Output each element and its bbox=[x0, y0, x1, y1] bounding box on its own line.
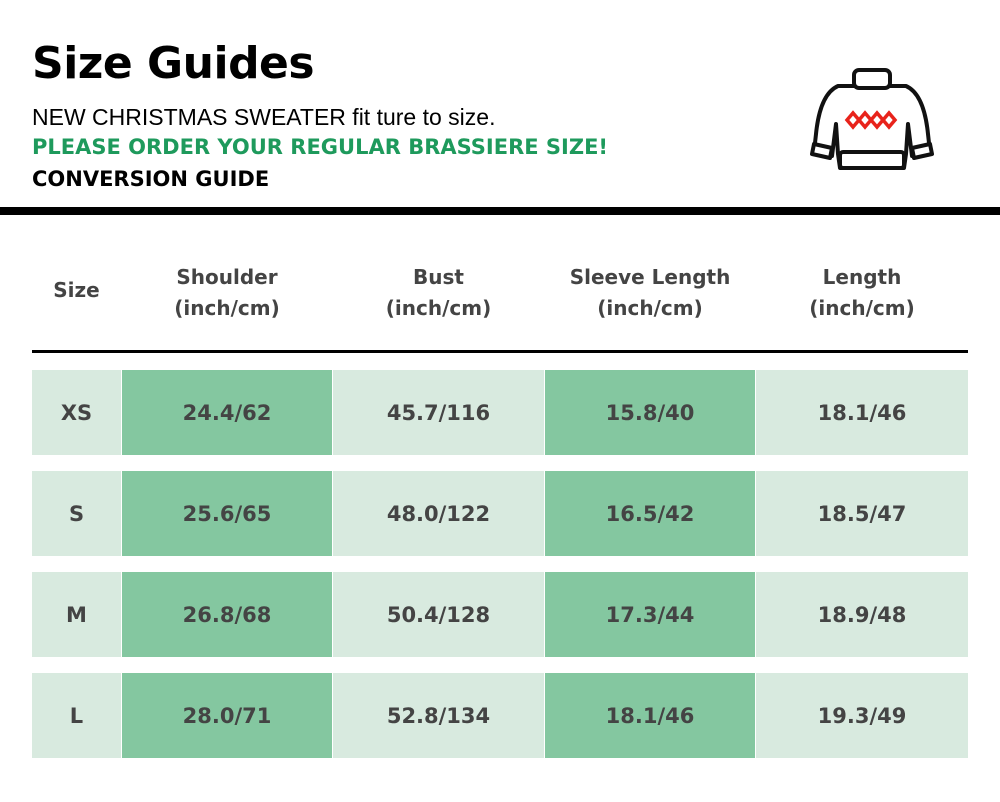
cell-size: S bbox=[32, 471, 121, 556]
column-header-shoulder: Shoulder (inch/cm) bbox=[122, 262, 332, 324]
section-heading: CONVERSION GUIDE bbox=[32, 167, 270, 191]
cell-bust: 52.8/134 bbox=[333, 673, 544, 758]
column-name: Shoulder bbox=[176, 265, 278, 289]
cell-size: M bbox=[32, 572, 121, 657]
column-name: Size bbox=[53, 278, 100, 302]
cell-bust: 45.7/116 bbox=[333, 370, 544, 455]
cell-length: 19.3/49 bbox=[756, 673, 968, 758]
cell-shoulder: 26.8/68 bbox=[122, 572, 332, 657]
column-header-size: Size bbox=[32, 275, 121, 306]
column-header-bust: Bust (inch/cm) bbox=[333, 262, 544, 324]
sweater-icon bbox=[810, 68, 934, 170]
divider-bar bbox=[0, 207, 1000, 215]
cell-length: 18.9/48 bbox=[756, 572, 968, 657]
cell-sleeve-length: 17.3/44 bbox=[545, 572, 755, 657]
notice: PLEASE ORDER YOUR REGULAR BRASSIERE SIZE… bbox=[32, 135, 609, 159]
cell-size: L bbox=[32, 673, 121, 758]
column-unit: (inch/cm) bbox=[385, 296, 492, 320]
subtitle: NEW CHRISTMAS SWEATER fit ture to size. bbox=[32, 104, 496, 130]
column-unit: (inch/cm) bbox=[174, 296, 280, 320]
cell-shoulder: 28.0/71 bbox=[122, 673, 332, 758]
column-name: Bust bbox=[413, 265, 464, 289]
cell-sleeve-length: 18.1/46 bbox=[545, 673, 755, 758]
page-title: Size Guides bbox=[32, 38, 315, 89]
column-unit: (inch/cm) bbox=[597, 296, 703, 320]
column-name: Sleeve Length bbox=[569, 265, 731, 289]
cell-length: 18.1/46 bbox=[756, 370, 968, 455]
column-unit: (inch/cm) bbox=[809, 296, 915, 320]
header-divider bbox=[32, 350, 968, 353]
cell-sleeve-length: 16.5/42 bbox=[545, 471, 755, 556]
column-header-sleeve-length: Sleeve Length (inch/cm) bbox=[545, 262, 755, 324]
column-header-length: Length (inch/cm) bbox=[756, 262, 968, 324]
cell-sleeve-length: 15.8/40 bbox=[545, 370, 755, 455]
cell-shoulder: 24.4/62 bbox=[122, 370, 332, 455]
cell-bust: 50.4/128 bbox=[333, 572, 544, 657]
cell-length: 18.5/47 bbox=[756, 471, 968, 556]
cell-bust: 48.0/122 bbox=[333, 471, 544, 556]
cell-shoulder: 25.6/65 bbox=[122, 471, 332, 556]
column-name: Length bbox=[822, 265, 902, 289]
cell-size: XS bbox=[32, 370, 121, 455]
